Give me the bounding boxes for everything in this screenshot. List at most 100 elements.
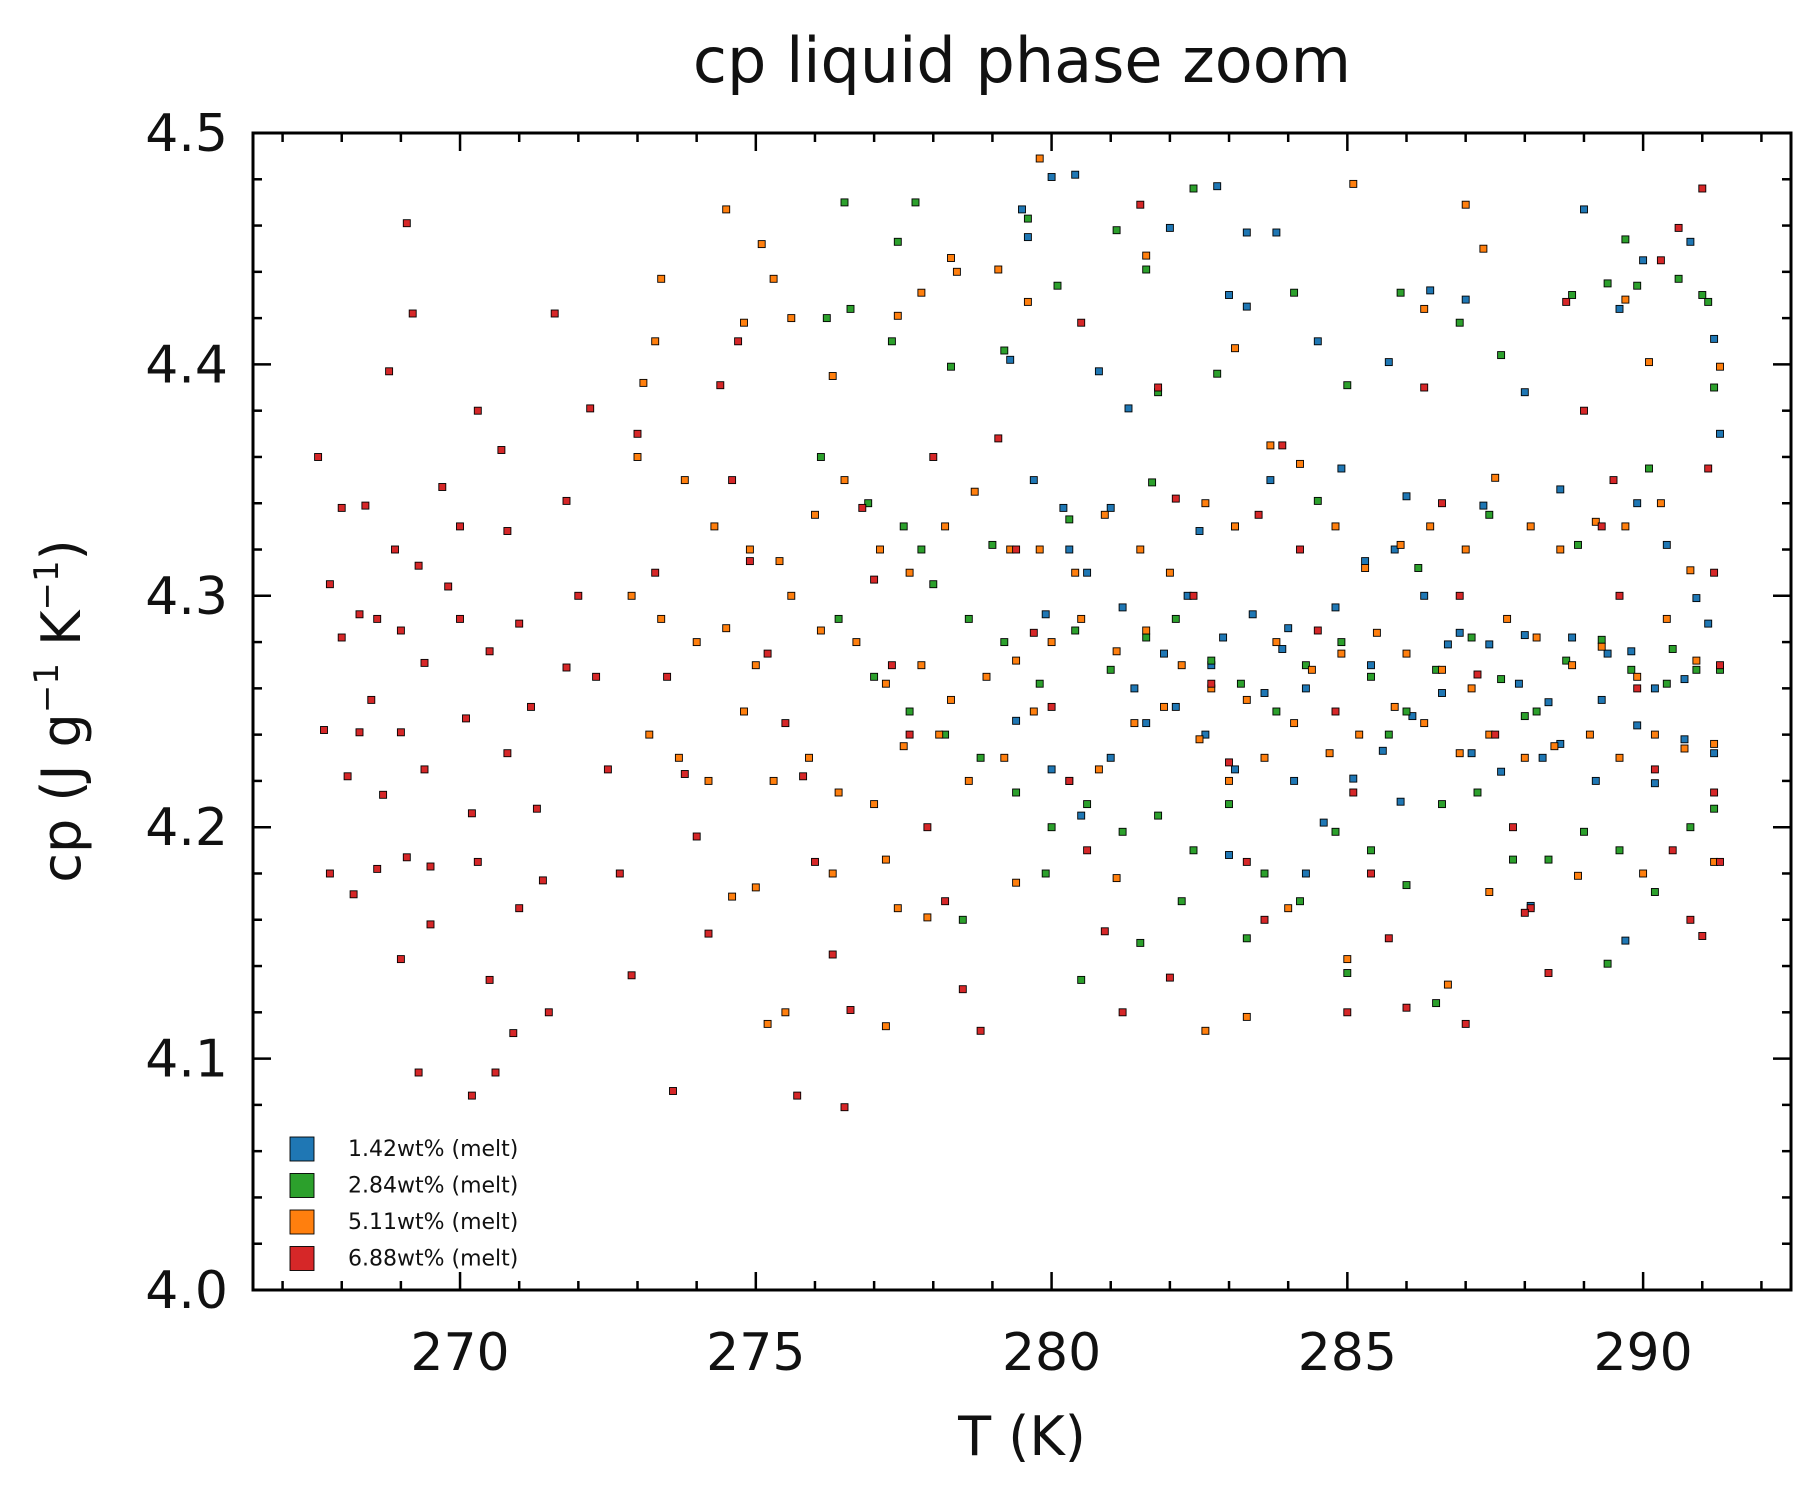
data-point	[1301, 684, 1310, 693]
data-point	[1047, 173, 1056, 181]
data-point	[935, 730, 944, 739]
data-point	[858, 503, 867, 512]
data-point	[1290, 288, 1299, 297]
legend-swatch	[289, 1173, 315, 1198]
data-point	[1467, 633, 1476, 642]
data-point	[1520, 753, 1529, 762]
data-point	[1656, 499, 1665, 508]
data-point	[722, 205, 731, 214]
data-point	[704, 776, 713, 785]
data-point	[657, 614, 666, 623]
data-point	[1189, 591, 1198, 600]
data-point	[1710, 749, 1719, 758]
x-tick-label: 270	[410, 1323, 509, 1383]
data-point	[1497, 351, 1506, 360]
data-point	[1059, 503, 1068, 512]
data-point	[1242, 857, 1251, 866]
data-point	[1704, 297, 1713, 306]
data-point	[1603, 649, 1612, 658]
plot-points	[314, 154, 1724, 1112]
data-point	[603, 765, 612, 774]
data-point	[1710, 568, 1719, 577]
data-point	[1420, 719, 1429, 728]
data-point	[1207, 656, 1216, 665]
data-point	[1201, 1026, 1210, 1035]
data-point	[1065, 776, 1074, 785]
data-point	[325, 580, 334, 589]
data-point	[964, 776, 973, 785]
data-point	[781, 719, 790, 728]
data-point	[1337, 464, 1346, 473]
data-point	[1047, 823, 1056, 832]
data-point	[1514, 679, 1523, 688]
data-point	[1231, 522, 1239, 531]
data-point	[633, 453, 642, 461]
data-point	[1621, 235, 1630, 244]
data-point	[402, 219, 411, 228]
data-point	[485, 975, 494, 984]
data-point	[994, 265, 1003, 274]
data-point	[852, 638, 861, 647]
data-point	[1290, 719, 1299, 728]
data-point	[846, 1006, 855, 1014]
data-point	[562, 663, 571, 672]
data-point	[1645, 358, 1653, 367]
data-point	[1473, 788, 1482, 797]
data-point	[467, 1091, 476, 1100]
data-point	[1603, 279, 1612, 288]
legend-label: 1.42wt% (melt)	[348, 1137, 518, 1162]
data-point	[385, 367, 394, 376]
data-point	[1207, 679, 1216, 688]
data-point	[1402, 649, 1411, 658]
data-point	[503, 749, 512, 758]
data-point	[1384, 358, 1393, 367]
data-point	[864, 499, 873, 508]
data-point	[325, 869, 334, 878]
data-point	[911, 198, 920, 207]
series-1	[1006, 170, 1724, 945]
data-point	[1461, 200, 1470, 209]
data-point	[367, 695, 376, 704]
data-point	[692, 832, 701, 841]
data-point	[1260, 915, 1269, 924]
legend-swatch	[289, 1136, 315, 1162]
data-point	[1443, 980, 1452, 989]
data-point	[1668, 645, 1677, 653]
data-point	[787, 314, 796, 323]
data-point	[905, 730, 914, 739]
data-point	[1124, 404, 1133, 413]
data-point	[769, 274, 778, 283]
data-point	[988, 540, 997, 549]
data-point	[586, 404, 595, 413]
data-point	[828, 372, 837, 380]
data-point	[1242, 228, 1251, 237]
data-point	[1396, 540, 1405, 549]
data-point	[929, 580, 938, 589]
data-point	[1071, 170, 1080, 179]
data-point	[1716, 661, 1724, 670]
data-point	[1041, 610, 1050, 619]
data-point	[722, 624, 731, 633]
data-point	[1485, 640, 1494, 649]
data-point	[1704, 619, 1713, 628]
y-axis-title-exponent-1: −1	[27, 663, 67, 713]
data-point	[893, 237, 902, 246]
y-tick-label: 4.3	[145, 567, 228, 627]
data-point	[337, 503, 346, 512]
data-point	[515, 619, 524, 628]
data-point	[1112, 226, 1121, 235]
data-point	[1242, 934, 1251, 943]
data-point	[757, 240, 766, 249]
data-point	[1349, 774, 1358, 783]
data-point	[1438, 689, 1446, 697]
data-point	[1343, 381, 1352, 390]
data-point	[1633, 721, 1642, 730]
y-tick-labels: 4.0 4.1 4.2 4.3 4.4 4.5	[145, 104, 228, 1321]
data-point	[1148, 478, 1157, 487]
data-point	[1538, 753, 1547, 762]
data-point	[1296, 459, 1304, 468]
data-point	[1716, 857, 1724, 866]
data-point	[1615, 591, 1624, 600]
data-point	[509, 1029, 518, 1038]
data-point	[680, 770, 689, 778]
